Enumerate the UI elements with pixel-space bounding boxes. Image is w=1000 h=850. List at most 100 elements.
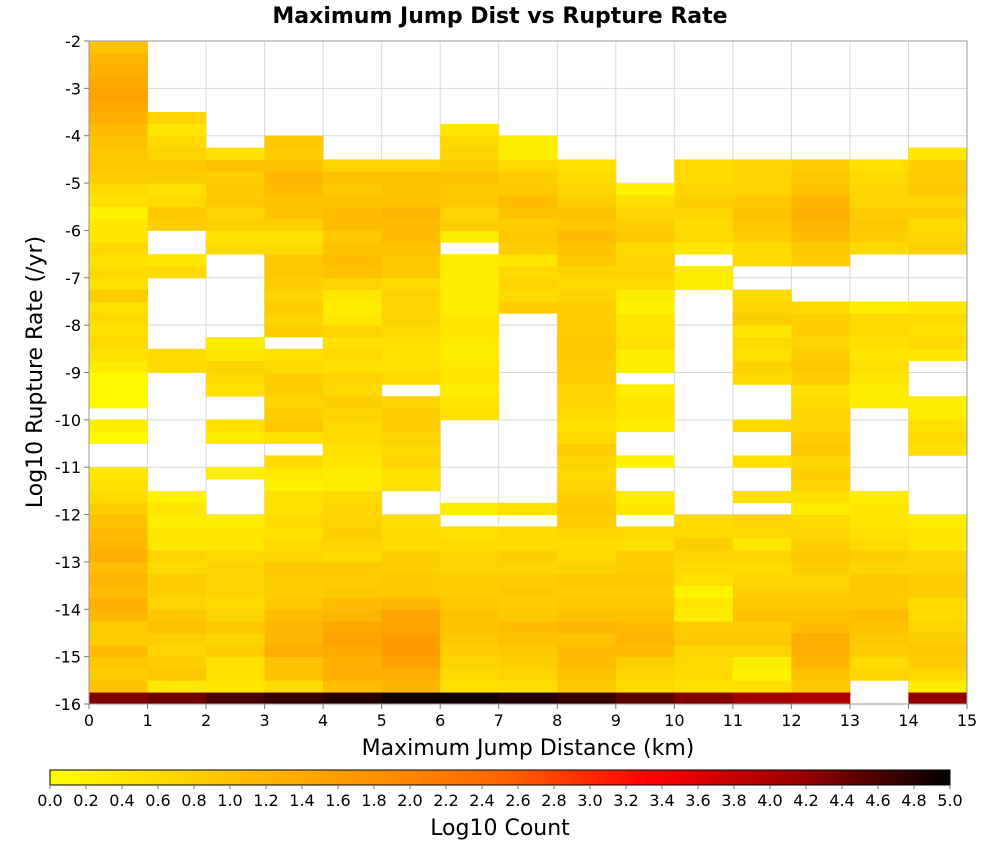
heatmap-cell xyxy=(849,597,909,610)
heatmap-cell xyxy=(557,526,617,539)
heatmap-cell xyxy=(381,656,441,669)
heatmap-cell xyxy=(206,632,265,646)
heatmap-cell xyxy=(264,242,324,255)
heatmap-cell xyxy=(849,502,909,515)
heatmap-cell xyxy=(206,644,265,658)
heatmap-cell xyxy=(498,242,558,255)
heatmap-cell xyxy=(147,609,207,622)
heatmap-cell xyxy=(557,431,617,444)
heatmap-cell xyxy=(791,325,851,338)
heatmap-cell xyxy=(732,194,792,208)
heatmap-cell xyxy=(89,597,148,610)
heatmap-cell xyxy=(557,230,617,243)
heatmap-cell xyxy=(89,656,148,669)
heatmap-cell xyxy=(557,242,617,255)
heatmap-cell xyxy=(264,384,324,397)
heatmap-cell xyxy=(381,632,441,646)
heatmap-cell xyxy=(908,656,968,669)
heatmap-cell xyxy=(381,455,441,468)
heatmap-cell xyxy=(264,644,324,658)
heatmap-cell xyxy=(557,183,617,196)
heatmap-cell xyxy=(264,680,324,693)
heatmap-cell xyxy=(381,194,441,208)
x-tick-label: 1 xyxy=(142,711,152,730)
heatmap-cell xyxy=(615,325,675,338)
heatmap-cell xyxy=(264,514,324,527)
heatmap-cell xyxy=(732,171,792,184)
heatmap-cell xyxy=(791,680,851,693)
heatmap-cell xyxy=(615,621,675,634)
heatmap-cell xyxy=(89,585,148,598)
heatmap-cell xyxy=(849,325,909,338)
heatmap-cell xyxy=(440,254,500,267)
heatmap-cell xyxy=(264,372,324,385)
y-tick-label: -13 xyxy=(55,553,81,572)
heatmap-cell xyxy=(557,419,617,433)
heatmap-cell xyxy=(674,183,734,196)
heatmap-cell xyxy=(323,218,383,231)
heatmap-cell xyxy=(732,183,792,196)
heatmap-cell xyxy=(791,692,851,705)
heatmap-cell xyxy=(381,396,441,409)
heatmap-cell xyxy=(732,632,792,646)
heatmap-cell xyxy=(498,656,558,669)
heatmap-cell xyxy=(791,550,851,563)
heatmap-cell xyxy=(557,277,617,291)
heatmap-cell xyxy=(908,644,968,658)
heatmap-cell xyxy=(732,538,792,551)
heatmap-cell xyxy=(908,680,968,693)
y-tick-label: -6 xyxy=(65,221,81,240)
heatmap-cell xyxy=(264,230,324,243)
heatmap-cell xyxy=(440,159,500,172)
heatmap-cell xyxy=(440,573,500,587)
heatmap-cell xyxy=(89,550,148,563)
heatmap-cell xyxy=(89,360,148,373)
heatmap-cell xyxy=(498,171,558,184)
heatmap-cell xyxy=(264,206,324,219)
heatmap-cell xyxy=(849,538,909,551)
heatmap-cell xyxy=(89,573,148,587)
heatmap-cell xyxy=(206,230,265,243)
heatmap-cell xyxy=(381,277,441,291)
heatmap-cell xyxy=(440,218,500,231)
heatmap-cell xyxy=(381,467,441,480)
heatmap-cell xyxy=(323,538,383,551)
heatmap-cell xyxy=(674,573,734,587)
x-tick-label: 9 xyxy=(611,711,621,730)
y-tick-label: -4 xyxy=(65,127,81,146)
heatmap-cell xyxy=(89,64,148,77)
heatmap-cell xyxy=(147,348,207,362)
heatmap-cell xyxy=(89,467,148,480)
heatmap-cell xyxy=(732,372,792,385)
heatmap-cell xyxy=(89,419,148,433)
heatmap-cell xyxy=(791,526,851,539)
heatmap-cell xyxy=(264,467,324,480)
heatmap-cell xyxy=(498,289,558,302)
heatmap-cell xyxy=(323,360,383,373)
heatmap-cell xyxy=(557,384,617,397)
heatmap-cell xyxy=(89,159,148,172)
heatmap-cell xyxy=(732,526,792,539)
heatmap-cell xyxy=(323,372,383,385)
heatmap-cell xyxy=(89,171,148,184)
heatmap-cell xyxy=(732,585,792,598)
heatmap-cell xyxy=(732,644,792,658)
heatmap-cell xyxy=(381,419,441,433)
heatmap-cell xyxy=(381,431,441,444)
colorbar-tick-label: 4.6 xyxy=(865,791,890,810)
heatmap-cell xyxy=(498,254,558,267)
heatmap-cell xyxy=(89,301,148,314)
heatmap-cell xyxy=(323,431,383,444)
heatmap-cell xyxy=(147,147,207,160)
x-tick-label: 8 xyxy=(552,711,562,730)
heatmap-cell xyxy=(615,656,675,669)
heatmap-cell xyxy=(381,325,441,338)
heatmap-cell xyxy=(674,218,734,231)
heatmap-cell xyxy=(206,467,265,480)
heatmap-cell xyxy=(849,230,909,243)
heatmap-cell xyxy=(557,194,617,208)
heatmap-cell xyxy=(89,479,148,492)
heatmap-cell xyxy=(440,538,500,551)
heatmap-cell xyxy=(557,206,617,219)
heatmap-cell xyxy=(908,668,968,681)
